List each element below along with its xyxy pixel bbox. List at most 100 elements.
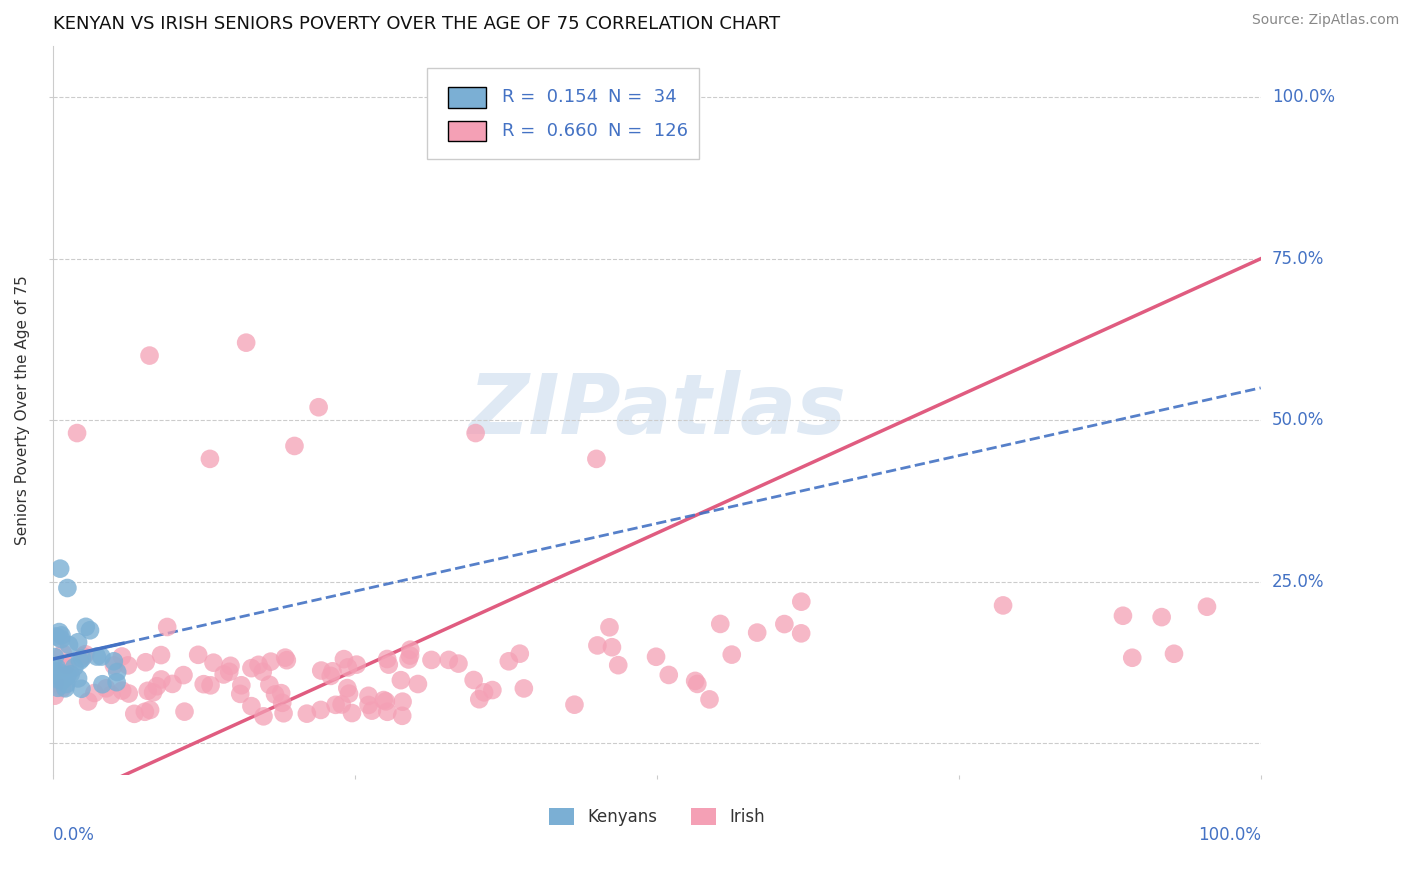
Point: [259, 678, 281, 692]
Point: [699, 692, 721, 706]
Point: [333, 652, 356, 666]
Point: [75, 647, 97, 661]
Text: N =  126: N = 126: [609, 122, 689, 140]
Point: [468, 692, 491, 706]
Point: [773, 617, 796, 632]
FancyBboxPatch shape: [449, 120, 486, 141]
Point: [319, 669, 342, 683]
Point: [375, 705, 398, 719]
Point: [391, 695, 413, 709]
Point: [59, 667, 82, 681]
Text: ZIPatlas: ZIPatlas: [468, 370, 846, 451]
Point: [337, 687, 360, 701]
Point: [69, 654, 91, 668]
Point: [790, 626, 813, 640]
Point: [70, 681, 93, 696]
Point: [790, 595, 813, 609]
Point: [56, 657, 79, 672]
Point: [437, 653, 460, 667]
Point: [136, 683, 159, 698]
Point: [683, 673, 706, 688]
FancyBboxPatch shape: [427, 68, 699, 159]
Point: [747, 625, 769, 640]
Point: [247, 657, 270, 672]
Point: [374, 694, 396, 708]
Point: [1112, 608, 1135, 623]
Point: [44, 689, 66, 703]
Point: [375, 652, 398, 666]
Point: [70, 651, 93, 665]
Point: [48, 673, 70, 687]
Point: [135, 655, 157, 669]
Point: [56, 581, 79, 595]
Point: [498, 654, 520, 668]
Point: [295, 706, 318, 721]
Point: [645, 649, 668, 664]
Point: [156, 620, 179, 634]
Point: [1195, 599, 1218, 614]
Point: [271, 696, 294, 710]
Point: [134, 705, 156, 719]
Text: 50.0%: 50.0%: [1272, 411, 1324, 429]
Point: [150, 673, 173, 687]
Point: [46, 661, 69, 675]
Point: [346, 657, 368, 672]
Point: [586, 639, 609, 653]
Point: [103, 654, 125, 668]
Point: [56, 668, 79, 682]
Point: [398, 652, 420, 666]
Point: [66, 425, 89, 440]
Point: [240, 699, 263, 714]
Point: [124, 706, 146, 721]
Point: [325, 698, 347, 712]
Point: [86, 649, 108, 664]
Point: [357, 698, 380, 712]
Point: [391, 708, 413, 723]
Point: [720, 648, 742, 662]
Point: [44, 666, 66, 681]
Point: [219, 658, 242, 673]
Point: [51, 628, 73, 642]
Point: [378, 657, 401, 672]
Point: [472, 685, 495, 699]
Point: [193, 677, 215, 691]
Point: [463, 673, 485, 687]
Point: [52, 647, 75, 661]
Point: [564, 698, 586, 712]
Point: [360, 704, 382, 718]
Point: [330, 698, 353, 712]
Point: [447, 657, 470, 671]
Point: [118, 687, 141, 701]
Point: [481, 683, 503, 698]
Legend: Kenyans, Irish: Kenyans, Irish: [543, 801, 772, 832]
Point: [46, 665, 69, 679]
Point: [283, 439, 305, 453]
Point: [607, 658, 630, 673]
Point: [117, 658, 139, 673]
Point: [686, 677, 709, 691]
Point: [260, 655, 283, 669]
Point: [600, 640, 623, 655]
Point: [420, 653, 443, 667]
Point: [52, 673, 75, 688]
Point: [340, 706, 363, 720]
Point: [53, 660, 76, 674]
Point: [509, 647, 531, 661]
Text: 0.0%: 0.0%: [53, 826, 94, 845]
Point: [389, 673, 412, 688]
Point: [373, 693, 395, 707]
Point: [252, 709, 274, 723]
Point: [198, 451, 221, 466]
Point: [44, 676, 66, 690]
Point: [72, 649, 94, 664]
Text: N =  34: N = 34: [609, 88, 678, 106]
Point: [240, 661, 263, 675]
Point: [585, 451, 607, 466]
Point: [142, 685, 165, 699]
Point: [598, 620, 620, 634]
Point: [49, 632, 72, 647]
Point: [309, 703, 332, 717]
Point: [63, 660, 86, 674]
Point: [270, 686, 292, 700]
Point: [1121, 650, 1143, 665]
